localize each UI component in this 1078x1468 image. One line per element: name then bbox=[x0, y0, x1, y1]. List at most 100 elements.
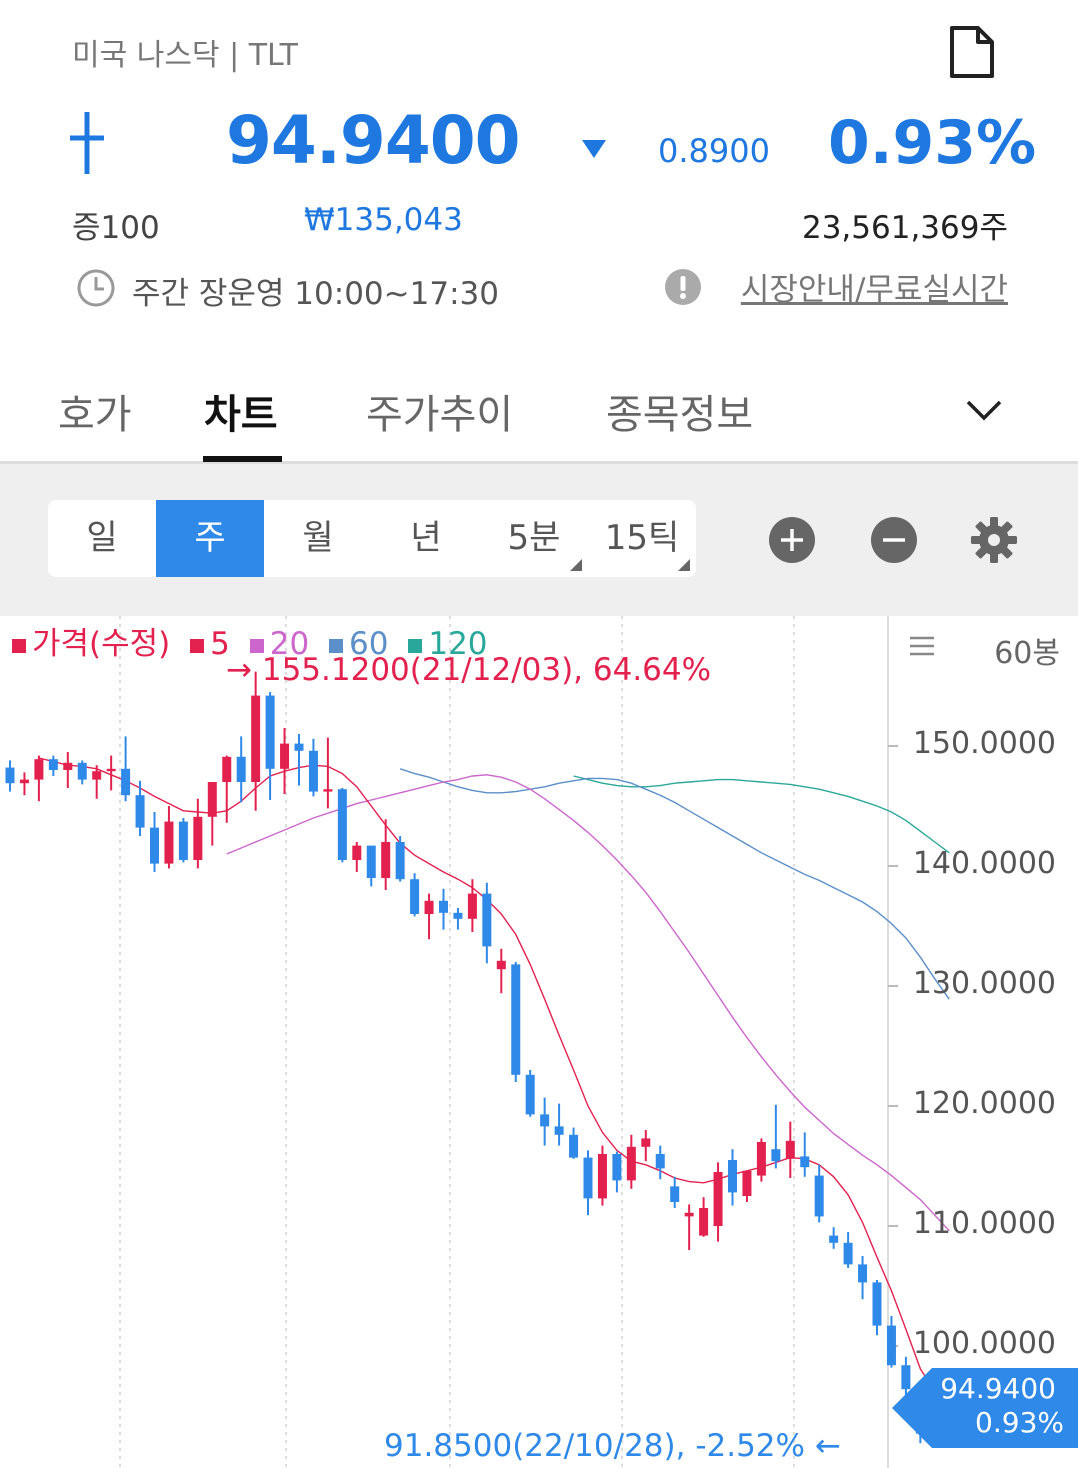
y-tick: 150.0000 bbox=[912, 726, 1056, 761]
section-tabs: 호가 차트 주가추이 종목정보 bbox=[0, 370, 1078, 464]
period-yearly[interactable]: 년 bbox=[410, 518, 442, 558]
menu-icon[interactable] bbox=[908, 634, 936, 658]
candle-body bbox=[381, 842, 391, 878]
chart-canvas[interactable] bbox=[0, 616, 1078, 1468]
candle-body bbox=[872, 1282, 882, 1326]
y-tick: 110.0000 bbox=[912, 1206, 1056, 1241]
candle-body bbox=[366, 845, 376, 878]
tab-price-trend[interactable]: 주가추이 bbox=[366, 392, 514, 438]
candle-body bbox=[785, 1140, 795, 1159]
candle-body bbox=[265, 695, 275, 769]
candle-body bbox=[294, 743, 304, 751]
candle-body bbox=[207, 782, 217, 817]
candle-body bbox=[19, 779, 29, 784]
period-daily[interactable]: 일 bbox=[86, 518, 118, 558]
period-5min[interactable]: 5분 bbox=[480, 500, 588, 577]
document-icon[interactable] bbox=[946, 24, 998, 80]
candle-body bbox=[337, 789, 347, 860]
period-15tick-label: 15틱 bbox=[604, 518, 680, 558]
left-arrow-icon: ← bbox=[804, 1428, 841, 1464]
candle-body bbox=[164, 821, 174, 864]
period-5min-label: 5분 bbox=[507, 518, 561, 558]
candle-body bbox=[583, 1157, 593, 1199]
candle-body bbox=[5, 767, 15, 784]
chart-toolbar: 일 주 월 년 5분 15틱 bbox=[0, 464, 1078, 616]
candle-body bbox=[106, 768, 116, 772]
y-tick: 120.0000 bbox=[912, 1086, 1056, 1121]
candle-body bbox=[814, 1175, 824, 1217]
price-row: 94.9400 0.8900 0.93% bbox=[0, 100, 1078, 190]
candle-body bbox=[92, 771, 102, 780]
candle-body bbox=[77, 762, 87, 780]
legend-swatch bbox=[329, 638, 344, 653]
candle-body bbox=[34, 759, 44, 780]
candle-body bbox=[800, 1156, 810, 1168]
gear-icon[interactable] bbox=[970, 516, 1018, 564]
candle-body bbox=[670, 1186, 680, 1202]
candle-body bbox=[829, 1235, 839, 1243]
exclamation-icon bbox=[665, 269, 701, 305]
tab-stock-info[interactable]: 종목정보 bbox=[606, 392, 754, 438]
candle-body bbox=[511, 964, 521, 1075]
candle-body bbox=[641, 1138, 651, 1147]
candle-body bbox=[713, 1172, 723, 1226]
candle-body bbox=[453, 912, 463, 919]
candle-body bbox=[410, 879, 420, 914]
candle-body bbox=[439, 900, 448, 913]
low-price-annotation: 91.8500(22/10/28), -2.52% ← bbox=[384, 1428, 841, 1464]
clock-icon bbox=[77, 269, 115, 307]
legend-swatch bbox=[249, 638, 264, 653]
dropdown-corner-icon bbox=[678, 559, 690, 571]
tab-orderbook[interactable]: 호가 bbox=[58, 392, 132, 438]
candle-body bbox=[597, 1154, 607, 1199]
current-price-marker-value: 94.9400 bbox=[940, 1372, 1056, 1405]
candle-body bbox=[699, 1208, 709, 1236]
candle-body bbox=[569, 1134, 579, 1158]
candle-body bbox=[150, 827, 159, 864]
current-price: 94.9400 bbox=[226, 102, 521, 179]
candle-body bbox=[728, 1160, 737, 1193]
candle-body bbox=[178, 821, 188, 860]
period-15tick[interactable]: 15틱 bbox=[588, 500, 696, 577]
zoom-in-icon[interactable] bbox=[768, 516, 816, 564]
candle-body bbox=[236, 756, 246, 782]
candle-body bbox=[251, 695, 261, 782]
legend-ma60: 60 bbox=[349, 626, 389, 662]
candle-body bbox=[193, 816, 203, 860]
current-price-marker bbox=[892, 1368, 1078, 1448]
candle-body bbox=[496, 960, 506, 970]
bars-count-label[interactable]: 60봉 bbox=[994, 636, 1060, 671]
legend-price: 가격(수정) bbox=[32, 626, 171, 662]
y-tick: 130.0000 bbox=[912, 966, 1056, 1001]
legend-ma5: 5 bbox=[210, 626, 230, 662]
candle-body bbox=[742, 1170, 752, 1196]
candle-body bbox=[395, 842, 405, 880]
right-arrow-icon: → bbox=[226, 652, 262, 688]
tab-chart[interactable]: 차트 bbox=[204, 392, 278, 438]
market-guide-link[interactable]: 시장안내/무료실시간 bbox=[740, 272, 1008, 308]
chevron-down-icon[interactable] bbox=[964, 394, 1004, 424]
period-monthly[interactable]: 월 bbox=[302, 518, 334, 558]
zoom-out-icon[interactable] bbox=[870, 516, 918, 564]
period-selector: 일 주 월 년 5분 15틱 bbox=[48, 500, 696, 577]
down-triangle-icon bbox=[582, 140, 606, 158]
period-weekly[interactable]: 주 bbox=[156, 500, 264, 577]
candle-body bbox=[626, 1146, 636, 1181]
candle-body bbox=[525, 1074, 535, 1115]
dropdown-corner-icon bbox=[570, 559, 582, 571]
candle-body bbox=[222, 756, 232, 782]
current-price-marker-pct: 0.93% bbox=[975, 1406, 1064, 1439]
candle-body bbox=[886, 1325, 896, 1366]
active-tab-indicator bbox=[203, 456, 282, 462]
candle-cross-icon bbox=[70, 112, 104, 174]
candle-body bbox=[467, 893, 477, 919]
candle-body bbox=[540, 1114, 550, 1127]
price-change: 0.8900 bbox=[658, 132, 770, 170]
ma120-line bbox=[573, 775, 950, 854]
trading-volume: 23,561,369주 bbox=[801, 210, 1008, 246]
trading-hours: 주간 장운영 10:00~17:30 bbox=[132, 276, 499, 312]
candlestick-chart[interactable]: 가격(수정) 5 20 60 120 60봉 → 155.1200(21/12/… bbox=[0, 616, 1078, 1468]
candle-body bbox=[901, 1365, 911, 1390]
candle-body bbox=[308, 750, 318, 792]
legend-ma20: 20 bbox=[269, 626, 310, 662]
